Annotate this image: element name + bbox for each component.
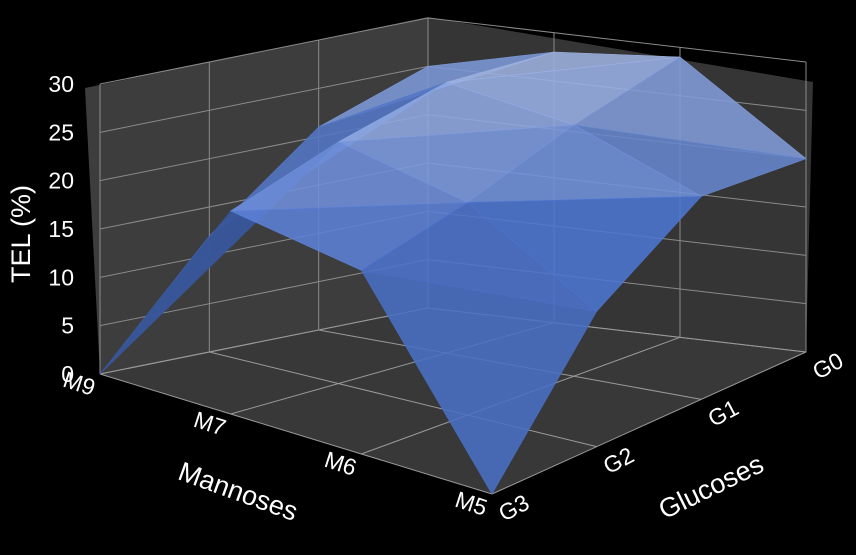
y-tick-label: G2 — [599, 442, 638, 479]
z-tick-label: 25 — [48, 119, 74, 145]
y-tick-label: G1 — [703, 394, 742, 431]
surface — [99, 51, 808, 495]
z-axis-title: TEL (%) — [6, 185, 36, 283]
y-tick-label: G0 — [808, 347, 847, 384]
z-tick-label: 30 — [48, 71, 74, 97]
x-tick-label: M9 — [60, 366, 98, 401]
floor-gridline-x — [491, 351, 807, 495]
floor-gridline-x — [99, 307, 429, 375]
floor-gridline-y — [209, 351, 597, 448]
z-tick-label: 0 — [61, 361, 74, 387]
z-axis-ticks: 0 5 10 15 20 25 30 — [48, 71, 74, 387]
z-tick-label: 15 — [48, 216, 74, 242]
z-tick-label: 5 — [61, 313, 74, 339]
y-tick-label: G3 — [494, 489, 533, 526]
z-tick-label: 10 — [48, 264, 74, 290]
x-axis-title: Mannoses — [174, 456, 301, 527]
floor-gridline-y — [99, 373, 493, 495]
surface-facet — [360, 269, 598, 495]
y-axis-title: Glucoses — [654, 449, 768, 525]
z-tick-label: 20 — [48, 168, 74, 194]
